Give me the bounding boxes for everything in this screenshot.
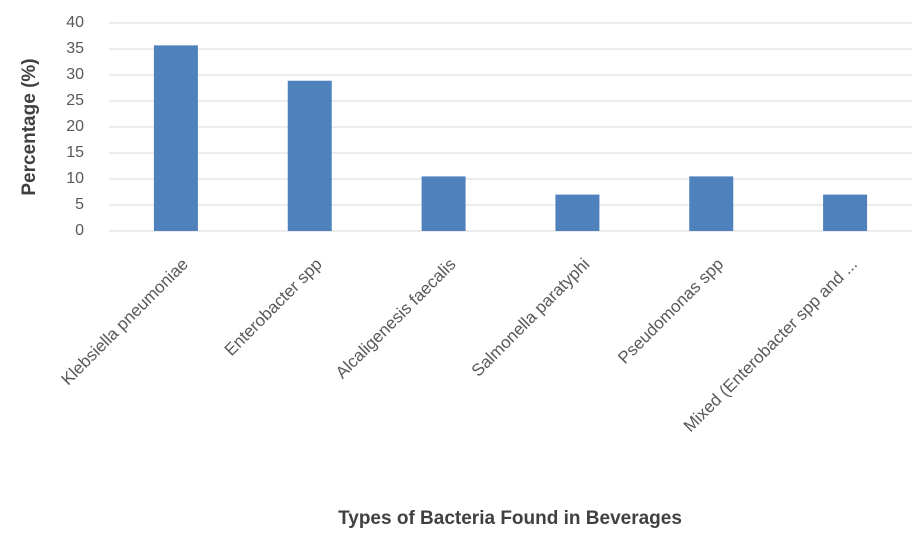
bar-3 [421, 176, 466, 231]
x-tick-labels: Klebsiella pneumoniae Enterobacter spp Alc… [58, 255, 862, 436]
bar-4 [555, 194, 600, 231]
bar-5 [689, 176, 734, 231]
bar-6 [823, 194, 868, 231]
x-tick-label: Pseudomonas spp [614, 255, 727, 368]
y-tick-label: 25 [66, 92, 84, 109]
y-tick-label: 15 [66, 144, 84, 161]
x-tick-label: Klebsiella pneumoniae [58, 255, 192, 389]
gridlines [109, 22, 912, 232]
bar-1 [153, 45, 198, 231]
x-axis-title: Types of Bacteria Found in Beverages [338, 508, 682, 529]
y-tick-label: 10 [66, 170, 84, 187]
y-tick-label: 30 [66, 66, 84, 83]
y-tick-label: 40 [66, 14, 84, 31]
y-tick-label: 20 [66, 118, 84, 135]
y-tick-labels: 0 5 10 15 20 25 30 35 40 [66, 14, 84, 239]
bar-2 [287, 80, 332, 231]
x-tick-label: Salmonella paratyphi [468, 255, 594, 381]
y-tick-label: 0 [75, 222, 84, 239]
y-axis-title: Percentage (%) [19, 58, 40, 195]
x-tick-label: Enterobacter spp [221, 255, 326, 360]
bars [153, 45, 868, 231]
x-tick-label: Alcaligenesis faecalis [332, 255, 460, 383]
y-tick-label: 5 [75, 196, 84, 213]
y-tick-label: 35 [66, 40, 84, 57]
